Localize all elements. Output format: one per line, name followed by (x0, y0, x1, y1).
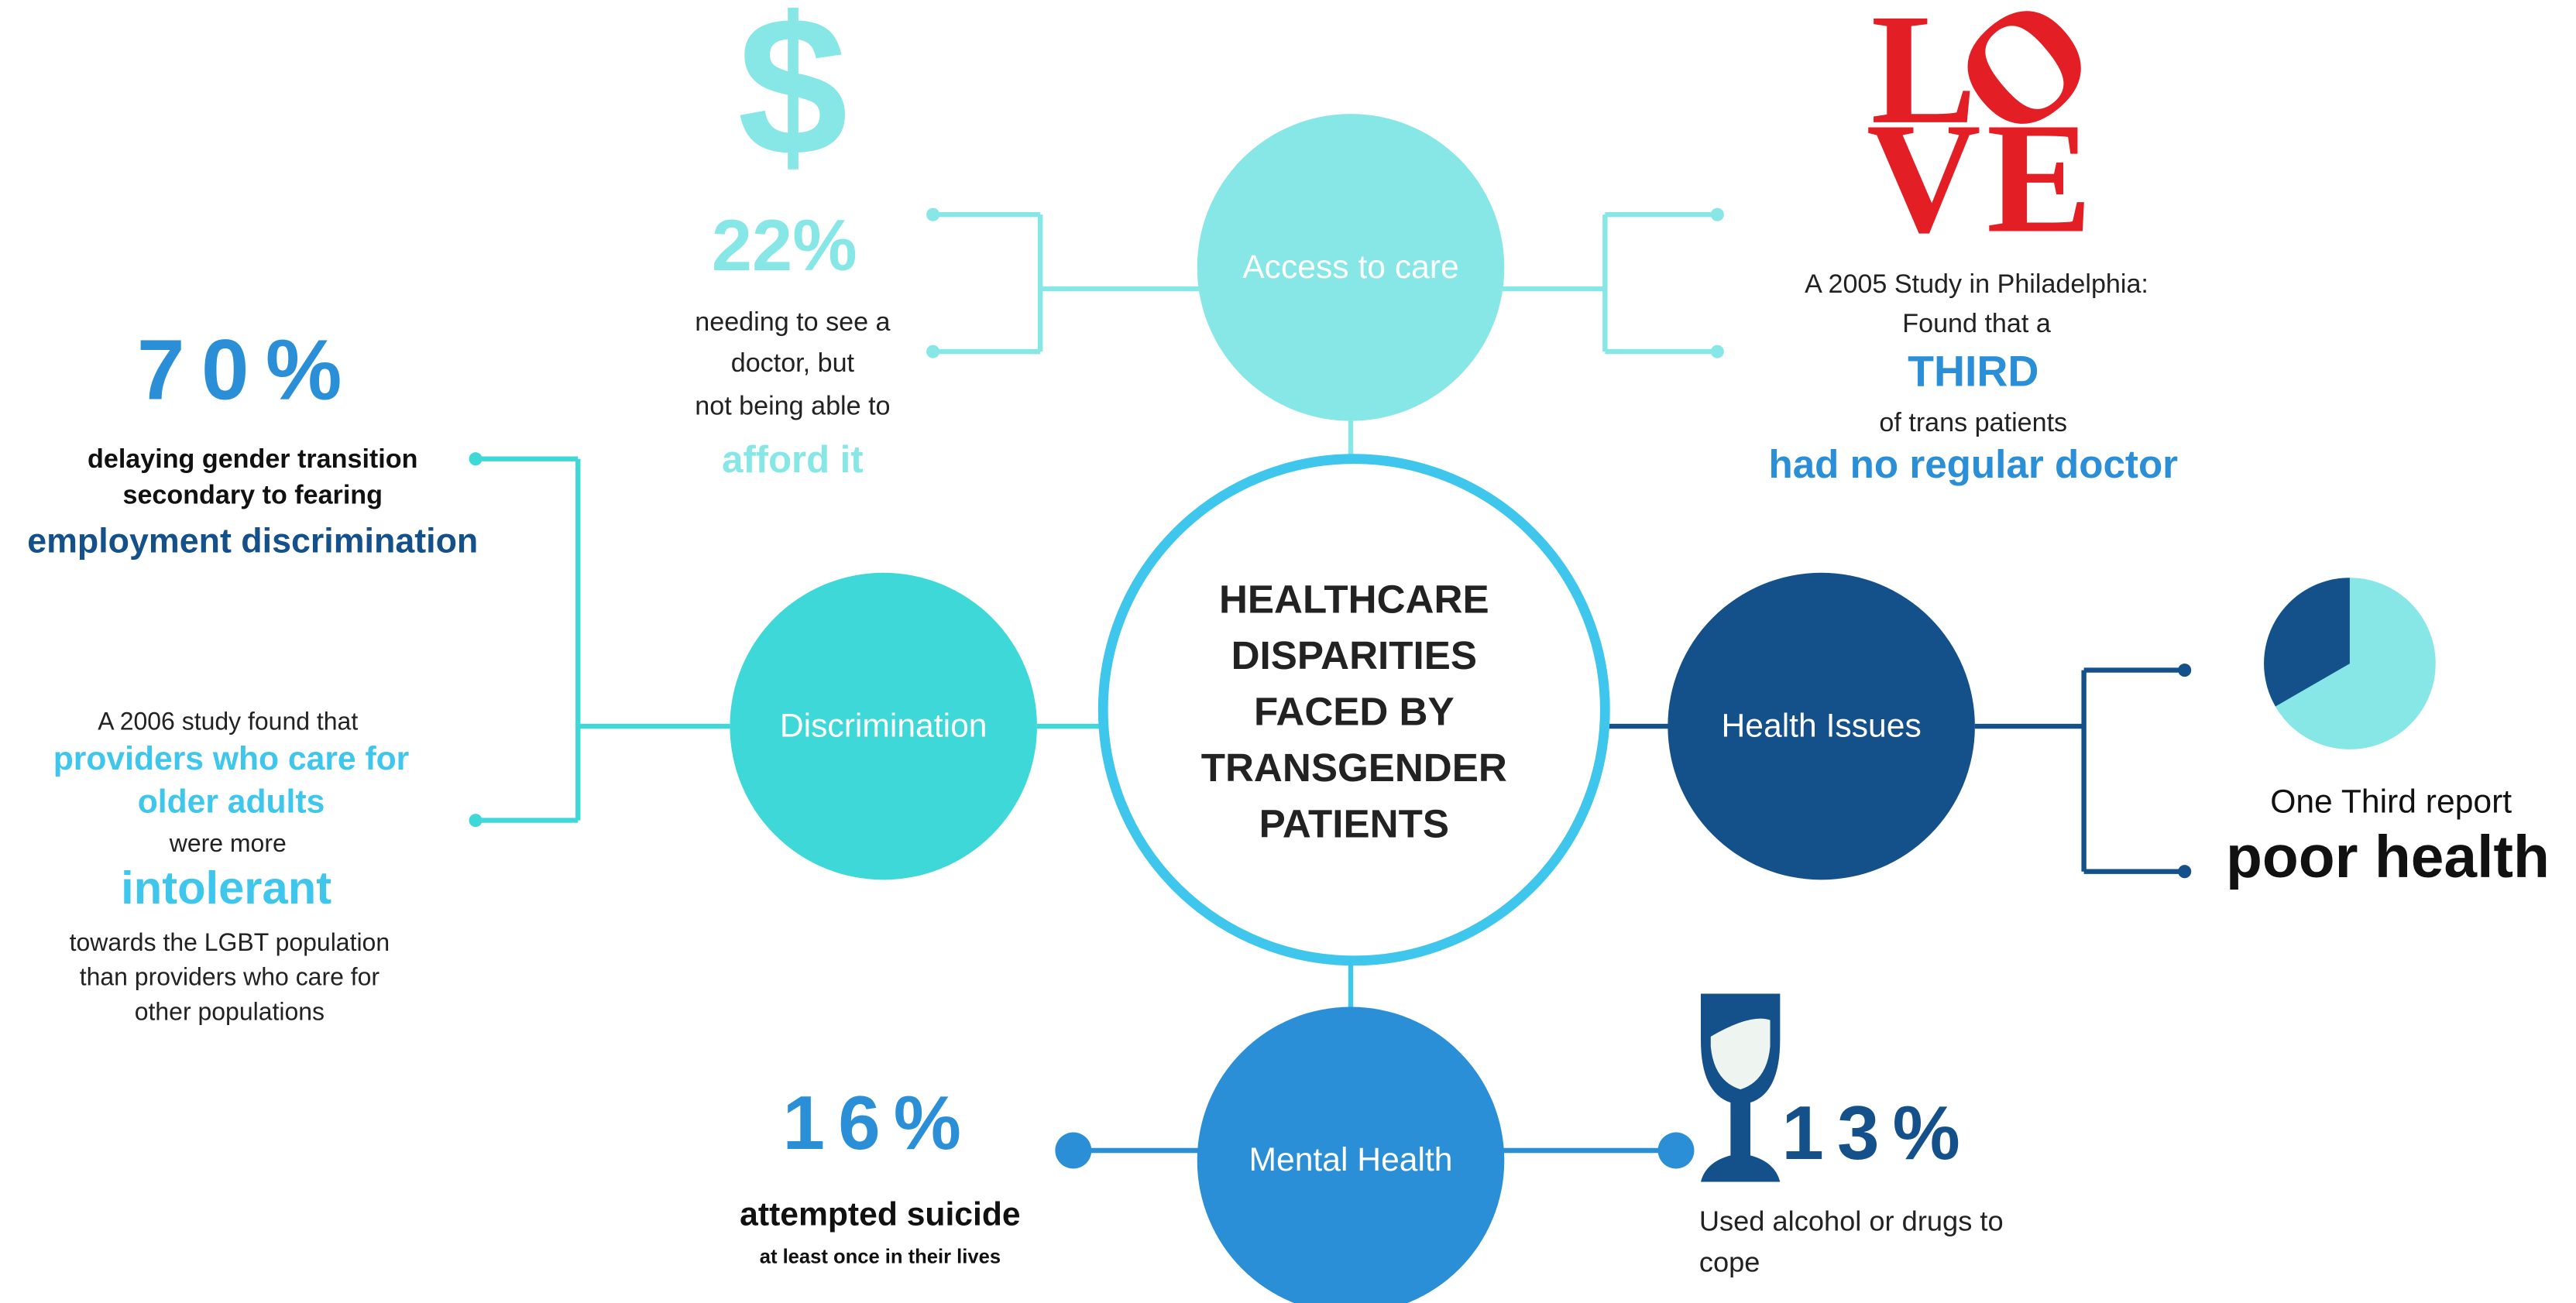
text-line: towards the LGBT population (70, 928, 390, 956)
stat: 13% (1781, 1090, 1973, 1175)
mental-suicide: 16% attempted suicide at least once in t… (740, 1080, 1020, 1267)
node-label: Health Issues (1722, 707, 1922, 744)
logo-letter: V (1867, 91, 1981, 266)
dot (1710, 207, 1724, 221)
text-line: were more (169, 829, 287, 857)
discrimination-employment: 70% delaying gender transition secondary… (27, 322, 478, 560)
dot (926, 207, 940, 221)
dot (1055, 1132, 1092, 1169)
node-label: Mental Health (1249, 1141, 1453, 1178)
dot (469, 814, 483, 828)
center-title-line: PATIENTS (1259, 802, 1449, 846)
center-title: HEALTHCARE DISPARITIES FACED BY TRANSGENDER… (1201, 578, 1507, 846)
highlight: afford it (722, 439, 863, 481)
access-doctor: L O V E A 2005 Study in Philadelphia: Fo… (1768, 0, 2178, 486)
node-circle (1668, 572, 1975, 880)
dot (1657, 1132, 1695, 1169)
center-title-line: TRANSGENDER (1201, 746, 1507, 790)
glass-liquid (1710, 1018, 1771, 1090)
node-label: Access to care (1242, 249, 1459, 286)
stat: 70% (137, 322, 359, 417)
highlight: attempted suicide (740, 1196, 1020, 1233)
bracket (476, 456, 730, 823)
note: at least once in their lives (760, 1246, 1001, 1267)
dots (469, 207, 2192, 1169)
text-line: needing to see a (695, 307, 890, 337)
text-line: One Third report (2270, 784, 2512, 821)
node-circle (1197, 114, 1505, 421)
text-line: Used alcohol or drugs to (1699, 1205, 2004, 1236)
health-issues: One Third report poor health (2226, 578, 2550, 890)
stat: 22% (712, 204, 857, 286)
node-circle (730, 572, 1037, 880)
discrimination-providers: A 2006 study found that providers who ca… (53, 707, 410, 1025)
node-circle (1197, 1006, 1505, 1303)
bracket (1974, 667, 2185, 874)
conclusion: had no regular doctor (1768, 442, 2178, 486)
highlight: providers who care for (53, 740, 410, 777)
highlight: older adults (138, 784, 325, 821)
text-line: delaying gender transition (88, 444, 417, 474)
highlight: poor health (2226, 825, 2550, 890)
dollar-icon: $ (737, 0, 847, 197)
highlight: employment discrimination (27, 521, 478, 560)
center-title-line: FACED BY (1254, 690, 1455, 734)
node-label: Discrimination (780, 707, 987, 744)
stat: 16% (783, 1080, 974, 1165)
text-line: secondary to fearing (122, 481, 383, 510)
text-line: Found that a (1902, 309, 2051, 338)
node-labels: Access to care Discrimination Health Iss… (780, 249, 1922, 1178)
text-line: A 2006 study found that (98, 707, 358, 735)
mental-substance: 13% Used alcohol or drugs to cope (1699, 993, 2004, 1278)
text-line: than providers who care for (80, 963, 380, 991)
center-title-line: DISPARITIES (1231, 633, 1477, 677)
dot (469, 452, 483, 466)
logo-letter: L (1871, 0, 1977, 157)
text-line: cope (1699, 1246, 1760, 1278)
love-logo: L O V E (1867, 0, 2128, 266)
dot (2178, 664, 2192, 677)
text-line: of trans patients (1879, 408, 2067, 437)
bracket (1503, 211, 1718, 355)
text-line: doctor, but (731, 348, 855, 378)
highlight: THIRD (1908, 348, 2038, 396)
access-cost: $ 22% needing to see a doctor, but not b… (695, 0, 890, 481)
bracket (933, 211, 1199, 355)
text-line: other populations (135, 997, 325, 1025)
logo-letter: E (1987, 91, 2093, 266)
dot (1710, 345, 1724, 358)
text-line: A 2005 Study in Philadelphia: (1805, 269, 2148, 299)
dot (2178, 865, 2192, 879)
dot (926, 345, 940, 358)
center-title-line: HEALTHCARE (1219, 578, 1489, 622)
connectors (476, 211, 2185, 1154)
center-circle (1097, 454, 1610, 966)
emphasis: intolerant (121, 862, 331, 914)
pie-slice (2264, 578, 2350, 707)
text-line: not being able to (695, 392, 890, 421)
